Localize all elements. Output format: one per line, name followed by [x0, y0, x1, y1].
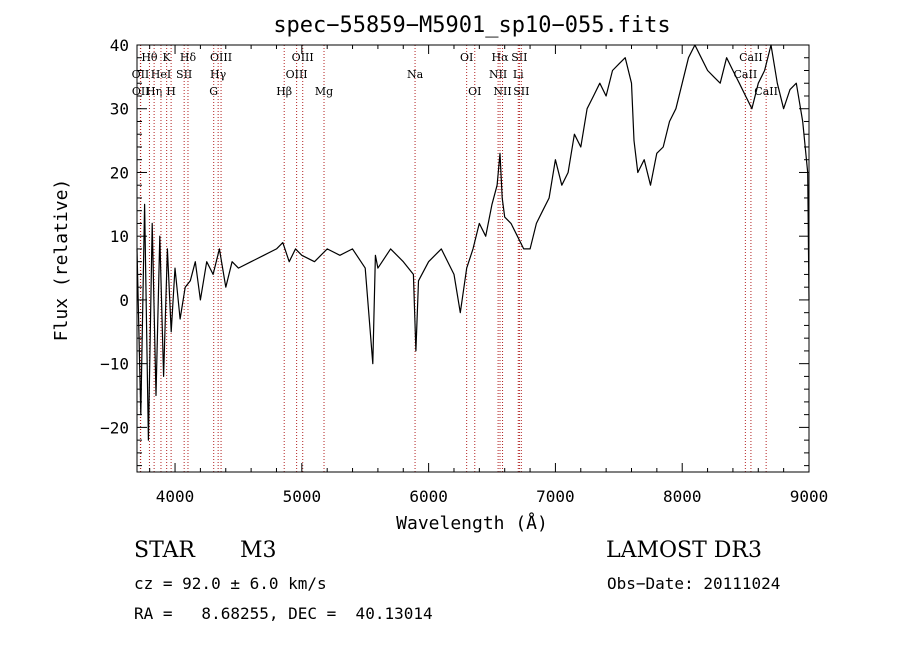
y-tick-label: 10 — [110, 227, 129, 246]
coordinates: RA = 8.68255, DEC = 40.13014 — [134, 604, 433, 623]
marker-label: CaII — [754, 85, 778, 98]
marker-label: OI — [468, 85, 481, 98]
y-tick-label: 30 — [110, 100, 129, 119]
marker-label: Hγ — [210, 68, 227, 81]
y-tick-label: 40 — [110, 36, 129, 55]
y-tick-label: 0 — [119, 291, 129, 310]
marker-label: SII — [511, 51, 527, 64]
x-tick-label: 4000 — [156, 487, 195, 506]
survey-name: LAMOST DR3 — [606, 538, 762, 563]
marker-label: K — [163, 51, 172, 64]
x-tick-label: 5000 — [283, 487, 322, 506]
x-tick-label: 6000 — [409, 487, 448, 506]
y-axis: −20 −10 0 10 20 30 40 — [100, 36, 809, 467]
marker-label: H — [166, 85, 176, 98]
marker-label: OIII — [292, 51, 314, 64]
marker-label: NII — [493, 85, 511, 98]
object-class: STAR — [134, 538, 195, 563]
marker-label: CaII — [734, 68, 758, 81]
marker-label: Hα — [491, 51, 509, 64]
marker-label: OII — [132, 85, 150, 98]
marker-label: Na — [407, 68, 424, 81]
marker-label: Mg — [315, 85, 333, 98]
y-axis-label: Flux (relative) — [51, 179, 72, 342]
series-line-flux — [136, 44, 810, 441]
x-tick-label: 8000 — [663, 487, 702, 506]
marker-label: SII — [176, 68, 192, 81]
marker-label: Hη — [146, 85, 162, 98]
x-tick-label: 9000 — [790, 487, 829, 506]
marker-label: OI — [460, 51, 473, 64]
y-tick-label: −10 — [100, 355, 129, 374]
marker-label: OII — [132, 68, 150, 81]
y-tick-label: −20 — [100, 418, 129, 437]
observation-date: Obs−Date: 20111024 — [607, 574, 781, 593]
marker-label: OIII — [210, 51, 232, 64]
redshift-cz: cz = 92.0 ± 6.0 km/s — [134, 574, 327, 593]
marker-label: HeI — [151, 68, 171, 81]
marker-label: G — [209, 85, 218, 98]
flux-series — [136, 44, 810, 441]
y-tick-label: 20 — [110, 163, 129, 182]
x-tick-label: 7000 — [536, 487, 575, 506]
marker-label: Hθ — [141, 51, 158, 64]
marker-label: Li — [513, 68, 524, 81]
marker-label: Hδ — [180, 51, 197, 64]
marker-label: OIII — [286, 68, 308, 81]
marker-label: Hβ — [276, 85, 292, 98]
marker-label: CaII — [739, 51, 763, 64]
marker-label: NII — [489, 68, 507, 81]
chart-title: spec−55859−M5901_sp10−055.fits — [273, 13, 670, 38]
x-axis-label: Wavelength (Å) — [396, 512, 548, 534]
object-subclass: M3 — [240, 538, 277, 563]
x-axis: 4000 5000 6000 7000 8000 9000 — [149, 45, 829, 506]
plot-frame — [136, 44, 810, 473]
marker-label: SII — [513, 85, 529, 98]
